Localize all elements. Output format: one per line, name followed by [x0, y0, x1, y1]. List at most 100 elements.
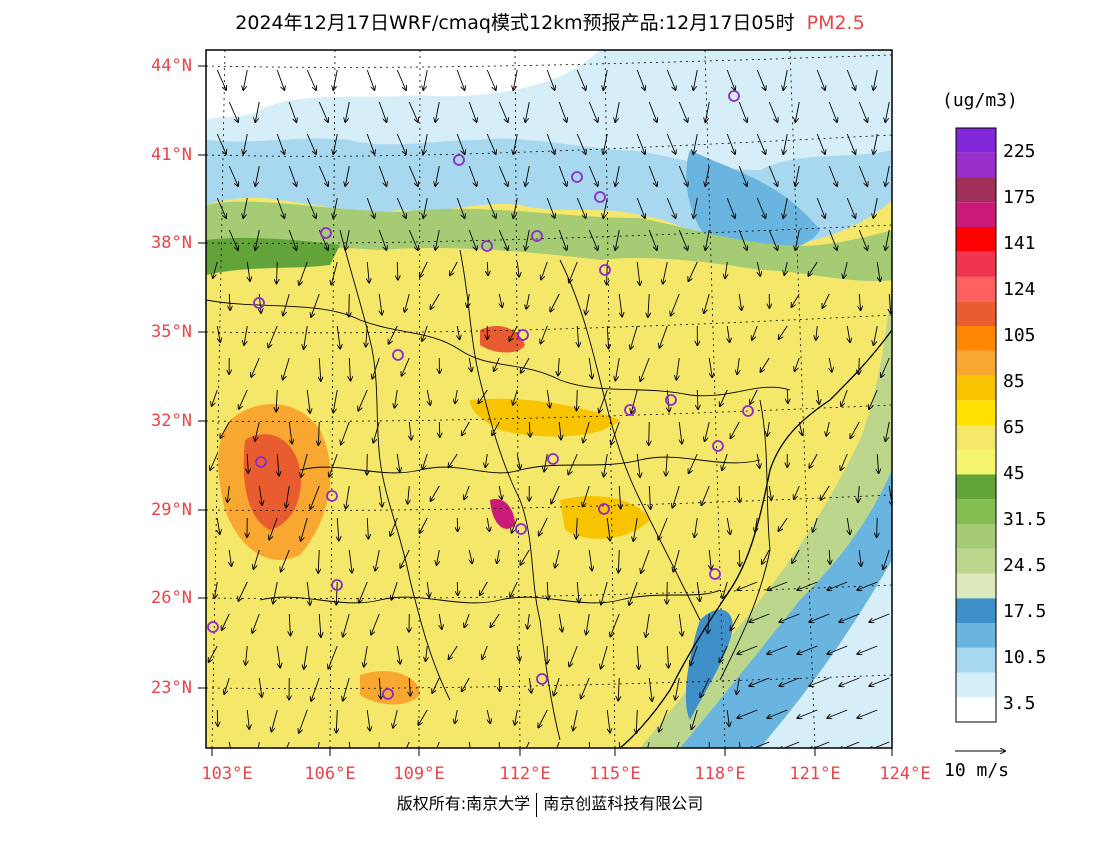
- wind-arrow: [318, 165, 328, 186]
- wind-arrow: [738, 229, 747, 250]
- wind-arrow: [885, 165, 890, 186]
- wind-arrow: [555, 549, 560, 568]
- wind-arrow: [366, 133, 374, 154]
- wind-arrow: [648, 677, 652, 701]
- wind-arrow: [648, 165, 657, 186]
- wind-arrow: [515, 709, 518, 725]
- city-marker: [255, 456, 267, 468]
- wind-arrow: [666, 69, 675, 90]
- wind-arrow: [869, 677, 890, 686]
- lon-label-121e: 121°E: [789, 764, 841, 784]
- wind-reference-label: 10 m/s: [944, 760, 1010, 781]
- city-marker: [709, 568, 721, 580]
- wind-arrow: [409, 677, 410, 696]
- wind-arrow: [589, 549, 592, 570]
- wind-arrow: [331, 261, 338, 285]
- wind-arrow: [576, 69, 585, 90]
- wind-arrow: [576, 197, 585, 218]
- wind-arrow: [378, 165, 386, 186]
- wind-arrow: [795, 357, 800, 371]
- wind-arrow: [829, 357, 832, 372]
- colorbar-segment: [956, 425, 996, 450]
- wind-arrow: [708, 357, 712, 377]
- wind-arrow: [257, 741, 260, 748]
- wind-arrow: [738, 741, 741, 748]
- wind-arrow: [850, 421, 860, 438]
- wind-arrow: [606, 517, 610, 541]
- wind-arrow: [797, 645, 818, 654]
- wind-arrow: [418, 709, 428, 725]
- wind-arrow: [828, 101, 837, 122]
- wind-arrow: [289, 421, 292, 444]
- wind-arrow: [809, 613, 830, 622]
- wind-arrow: [408, 229, 418, 250]
- wind-arrow: [228, 741, 231, 748]
- wind-arrow: [576, 517, 577, 538]
- wind-arrow: [688, 261, 698, 281]
- wind-arrow: [319, 357, 321, 381]
- wind-arrow: [435, 229, 440, 250]
- wind-arrow: [767, 709, 788, 718]
- wind-arrow: [243, 197, 248, 218]
- wind-arrow: [603, 133, 608, 154]
- wind-arrow: [423, 197, 428, 218]
- lat-label-44n: 44°N: [151, 56, 192, 76]
- wind-arrow: [586, 293, 590, 314]
- wind-arrow: [397, 261, 398, 280]
- wind-arrow: [676, 357, 680, 380]
- wind-arrow: [487, 709, 490, 723]
- wind-arrow: [378, 229, 386, 250]
- wind-arrow: [349, 549, 352, 573]
- wind-arrow: [485, 453, 487, 467]
- wind-arrow: [494, 357, 500, 371]
- wind-arrow: [468, 101, 476, 122]
- wind-arrow: [254, 549, 260, 569]
- wind-arrow: [521, 357, 530, 373]
- wind-arrow: [437, 549, 440, 565]
- wind-arrow: [393, 709, 398, 728]
- wind-arrow: [378, 485, 382, 507]
- wind-arrow: [883, 549, 890, 569]
- colorbar-tick-17-5: 17.5: [1003, 601, 1047, 622]
- wind-arrow: [304, 645, 308, 669]
- wind-arrow: [640, 357, 650, 381]
- wind-arrow: [603, 69, 608, 90]
- wind-arrow: [276, 133, 284, 154]
- city-markers: [207, 90, 754, 700]
- lon-label-106e: 106°E: [304, 764, 356, 784]
- colorbar-segment: [956, 697, 996, 722]
- wind-arrow: [737, 645, 758, 654]
- wind-arrow: [877, 261, 880, 281]
- wind-arrow: [783, 69, 788, 90]
- wind-arrow: [529, 677, 531, 693]
- wind-arrow: [604, 453, 608, 477]
- wind-arrow: [510, 581, 518, 597]
- wind-arrow: [757, 453, 759, 468]
- wind-arrow: [737, 677, 740, 694]
- wind-arrow: [857, 709, 878, 718]
- coastline: [619, 329, 892, 748]
- colorbar-tick-24-5: 24.5: [1003, 555, 1047, 576]
- wind-arrow: [649, 421, 650, 445]
- wind-arrow: [577, 581, 579, 602]
- wind-arrow: [358, 389, 368, 411]
- variable-name: PM2.5: [806, 12, 865, 34]
- wind-arrow: [577, 325, 578, 346]
- wind-arrow: [215, 581, 218, 598]
- wind-arrow: [255, 421, 260, 441]
- wind-arrow: [546, 69, 554, 90]
- wind-arrow: [722, 453, 728, 470]
- wind-arrow: [588, 229, 597, 250]
- wind-arrow: [405, 293, 410, 312]
- wind-arrow: [737, 357, 739, 374]
- wind-arrow: [423, 69, 428, 90]
- wind-arrow: [649, 485, 650, 509]
- wind-arrow: [435, 165, 440, 186]
- wind-arrow: [498, 165, 508, 186]
- wind-arrow: [885, 101, 890, 122]
- wind-arrow: [636, 69, 645, 90]
- lat-label-41n: 41°N: [151, 145, 192, 165]
- wind-arrow: [378, 741, 380, 748]
- wind-arrow: [405, 741, 410, 748]
- wind-arrow: [228, 101, 238, 122]
